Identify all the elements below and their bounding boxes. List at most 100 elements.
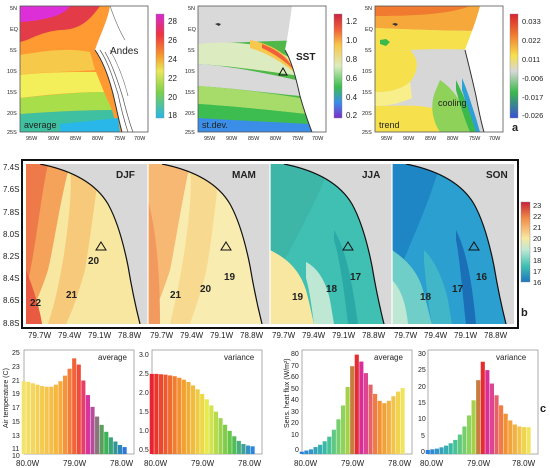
y-tick: 0 — [295, 447, 299, 454]
lon-tick: 79.1W — [332, 331, 356, 340]
bar — [318, 444, 323, 454]
y-tick: 23 — [12, 364, 20, 371]
bar — [480, 361, 485, 454]
lat-tick: 20S — [185, 111, 195, 117]
y-tick: 20 — [291, 420, 299, 427]
lat-tick: 5N — [188, 6, 195, 12]
bar — [81, 380, 86, 454]
colorbar-tick: 26 — [168, 36, 177, 45]
lat-tick: 7.4S — [3, 163, 19, 172]
bar — [382, 403, 387, 454]
y-tick: 30 — [418, 351, 426, 358]
colorbar-tick: 22 — [168, 74, 177, 83]
chart-title: variance — [496, 353, 527, 362]
bar — [72, 358, 77, 454]
bar — [67, 368, 72, 454]
lat-tick: 25S — [185, 130, 195, 136]
bar — [471, 400, 476, 454]
bar — [503, 413, 508, 454]
lon-axis: 79.7W 79.4W 79.1W 78.8W 79.7W 79.4W 79.1… — [28, 331, 508, 340]
bar — [494, 395, 499, 454]
y-tick: 10 — [12, 453, 20, 460]
bar — [154, 373, 159, 454]
lon-tick: 75W — [469, 136, 481, 142]
colorbar-tick: 0.2 — [346, 111, 358, 120]
season-title: DJF — [116, 170, 135, 181]
bar — [250, 446, 255, 454]
colorbar-tick: 18 — [533, 256, 541, 265]
y-tick: 13 — [12, 433, 20, 440]
x-tick: 78.0W — [512, 459, 536, 468]
colorbar-tick: 24 — [168, 55, 177, 64]
lat-tick: 7.6S — [3, 185, 19, 194]
lon-tick: 79.1W — [88, 331, 112, 340]
colorbar-tick: -0.017 — [522, 93, 543, 102]
lon-tick: 85W — [70, 136, 82, 142]
lon-tick: 85W — [248, 136, 260, 142]
bar — [308, 449, 314, 454]
x-tick: 80.0W — [294, 459, 318, 468]
lat-tick: 10S — [7, 69, 17, 75]
season-title: MAM — [232, 170, 256, 181]
bar — [368, 384, 373, 454]
bar — [400, 388, 405, 454]
lon-tick: 79.4W — [302, 331, 326, 340]
bar-chart-air-temp-average: average 25 23 21 19 17 15 13 11 10 80.0W… — [12, 349, 135, 468]
bar — [336, 419, 341, 454]
bar — [62, 375, 68, 454]
colorbar-tick: 21 — [533, 223, 541, 232]
lon-tick: 78.8W — [362, 331, 386, 340]
bar — [517, 426, 522, 454]
lat-tick: 5S — [188, 48, 195, 54]
colorbar-tick: 16 — [533, 278, 541, 287]
y-tick: 80 — [291, 351, 299, 358]
bar — [209, 405, 214, 454]
panel-letter: b — [521, 307, 528, 319]
colorbar-tick: 1.2 — [346, 17, 358, 26]
y-tick: 25 — [418, 367, 426, 374]
lon-tick: 80W — [92, 136, 104, 142]
y-tick: 15 — [12, 419, 20, 426]
lon-tick: 79.4W — [180, 331, 204, 340]
bar — [58, 381, 63, 454]
x-tick: 79.0W — [467, 459, 491, 468]
panel-letter: a — [512, 122, 519, 134]
lon-tick: 80W — [270, 136, 282, 142]
bar — [177, 377, 182, 454]
isotherm-label: 21 — [170, 290, 182, 301]
colorbar-tick: -0.006 — [522, 74, 543, 83]
bar-chart-air-temp-variance: variance 3.0 2.5 2.0 1.5 1.0 0.5 80.0W 7… — [139, 349, 263, 468]
bar — [386, 400, 391, 454]
bar — [223, 424, 228, 454]
bar — [163, 374, 168, 454]
season-title: SON — [486, 170, 508, 181]
lat-tick: 25S — [7, 130, 17, 136]
y-tick: 25 — [12, 350, 20, 357]
x-tick: 78.0W — [388, 459, 412, 468]
bar — [232, 436, 237, 454]
lat-tick: 8.2S — [3, 252, 19, 261]
lat-tick: 5S — [365, 48, 372, 54]
bar — [30, 383, 36, 454]
isotherm-label: 20 — [200, 284, 212, 295]
y-tick: 10 — [418, 416, 426, 423]
bar — [439, 447, 444, 454]
y-tick: 30 — [291, 409, 299, 416]
bar — [354, 354, 359, 454]
lon-tick: 90W — [403, 136, 415, 142]
x-tick: 80.0W — [16, 459, 40, 468]
colorbar-tick: 0.8 — [346, 55, 358, 64]
bar — [241, 443, 246, 454]
x-tick: 79.0W — [191, 459, 215, 468]
bar — [245, 445, 251, 454]
season-panels: DJF 22 21 20 MAM 21 20 19 — [3, 159, 541, 340]
map-corner-label: average — [24, 120, 57, 130]
colorbar-tick: 23 — [533, 201, 541, 210]
bar — [117, 444, 123, 454]
bar — [448, 443, 453, 454]
map-corner-label: trend — [379, 120, 400, 130]
y-tick: 10 — [291, 432, 299, 439]
map-title: cooling — [438, 98, 467, 108]
bar — [200, 393, 205, 454]
